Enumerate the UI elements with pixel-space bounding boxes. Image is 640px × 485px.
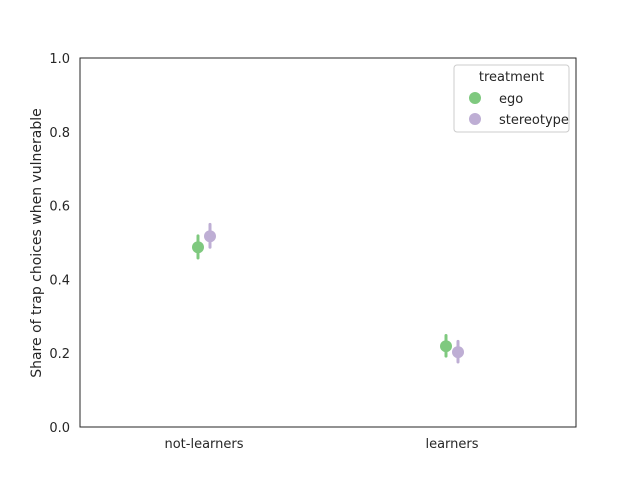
legend-title: treatment — [479, 70, 544, 85]
data-point — [204, 230, 216, 243]
y-tick-label: 0.4 — [49, 273, 70, 288]
y-tick-label: 0.2 — [49, 347, 70, 362]
legend-marker — [469, 92, 481, 104]
x-tick-label: not-learners — [164, 437, 243, 452]
legend-entry-label: ego — [499, 92, 523, 107]
y-axis-label: Share of trap choices when vulnerable — [29, 108, 45, 378]
data-point — [440, 340, 452, 353]
legend-entry-label: stereotype — [499, 113, 569, 128]
legend-box — [453, 64, 570, 133]
y-tick-label: 1.0 — [49, 52, 70, 67]
series-stereotype — [204, 222, 464, 364]
data-point — [192, 241, 204, 254]
plot-frame — [79, 57, 577, 428]
y-tick-label: 0.6 — [49, 200, 70, 215]
series-ego — [192, 234, 452, 358]
legend-marker — [469, 113, 481, 125]
y-tick-label: 0.0 — [49, 421, 70, 436]
x-tick-label: learners — [425, 437, 478, 452]
data-point — [452, 346, 464, 359]
y-tick-label: 0.8 — [49, 126, 70, 141]
